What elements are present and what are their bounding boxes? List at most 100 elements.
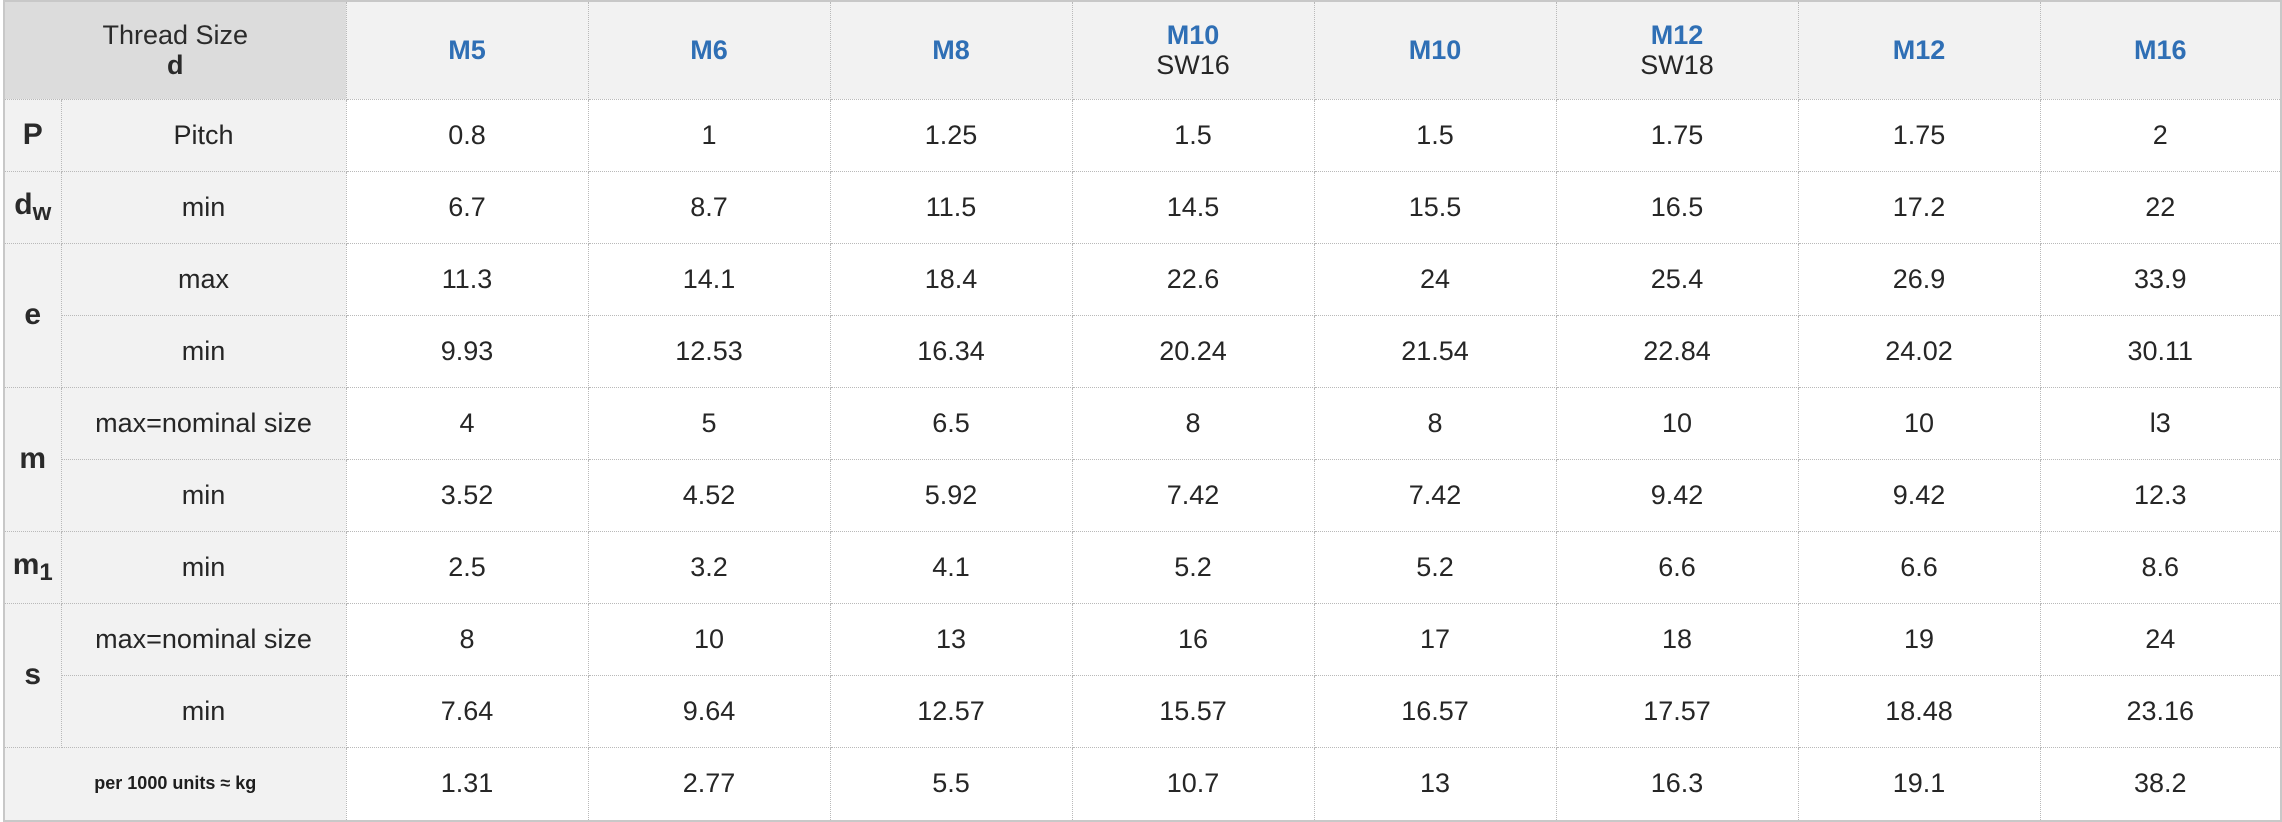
table-cell: 20.24 (1071, 314, 1315, 388)
size-name: M6 (690, 35, 728, 66)
size-name: M8 (932, 35, 970, 66)
table-cell: 19.1 (1797, 746, 2041, 822)
size-header-m5: M5 (345, 0, 589, 100)
size-header-m10: M10 (1313, 0, 1557, 100)
symbol-m: m (3, 386, 62, 532)
table-cell: 2 (2039, 98, 2282, 172)
size-header-m12-sw18: M12 SW18 (1555, 0, 1799, 100)
row-label: min (60, 530, 347, 604)
table-cell: l3 (2039, 386, 2282, 460)
table-cell: 6.6 (1555, 530, 1799, 604)
table-cell: 14.1 (587, 242, 831, 316)
table-cell: 9.42 (1555, 458, 1799, 532)
table-cell: 16.57 (1313, 674, 1557, 748)
size-header-m10-sw16: M10 SW16 (1071, 0, 1315, 100)
table-cell: 3.52 (345, 458, 589, 532)
table-row-pitch: P Pitch 0.8 1 1.25 1.5 1.5 1.75 1.75 2 (3, 98, 2282, 172)
table-row-m-min: min 3.52 4.52 5.92 7.42 7.42 9.42 9.42 1… (4, 458, 2282, 532)
size-name: M5 (448, 35, 486, 66)
table-cell: 25.4 (1555, 242, 1799, 316)
symbol-main: m (12, 547, 40, 581)
symbol-m1: m1 (3, 530, 62, 604)
table-cell: 8.7 (587, 170, 831, 244)
row-label: min (60, 458, 347, 532)
table-cell: 13 (829, 602, 1073, 676)
size-header-m8: M8 (829, 0, 1073, 100)
symbol-subscript: w (32, 198, 52, 226)
table-row-e-max: e max 11.3 14.1 18.4 22.6 24 25.4 26.9 3… (3, 242, 2282, 388)
table-cell: 18 (1555, 602, 1799, 676)
table-cell: 30.11 (2039, 314, 2282, 388)
table-cell: 16 (1071, 602, 1315, 676)
table-cell: 9.64 (587, 674, 831, 748)
table-row-s-min: min 7.64 9.64 12.57 15.57 16.57 17.57 18… (4, 674, 2282, 748)
row-label: min (60, 314, 347, 388)
table-cell: 11.5 (829, 170, 1073, 244)
row-label: min (60, 170, 347, 244)
size-header-m12: M12 (1797, 0, 2041, 100)
table-cell: 10.7 (1071, 746, 1315, 822)
thread-size-label: Thread Size (102, 20, 249, 51)
row-label: min (60, 674, 347, 748)
table-cell: 6.6 (1797, 530, 2041, 604)
table-cell: 4.52 (587, 458, 831, 532)
table-cell: 17.2 (1797, 170, 2041, 244)
size-name: M16 (2134, 35, 2187, 66)
symbol-subscript: 1 (39, 558, 53, 586)
table-cell: 14.5 (1071, 170, 1315, 244)
row-label: Pitch (60, 98, 347, 172)
table-cell: 0.8 (345, 98, 589, 172)
size-name: M12 (1892, 35, 1946, 66)
table-cell: 7.42 (1071, 458, 1315, 532)
table-cell: 11.3 (345, 242, 589, 316)
table-cell: 6.5 (829, 386, 1073, 460)
table-cell: 2.5 (345, 530, 589, 604)
weight-label: per 1000 units ≈ kg (3, 746, 347, 822)
table-cell: 16.3 (1555, 746, 1799, 822)
table-row-m-max: m max=nominal size 4 5 6.5 8 8 10 10 l3 (3, 386, 2282, 532)
size-name: M10 (1408, 35, 1462, 66)
table-cell: 1.75 (1797, 98, 2041, 172)
table-cell: 24 (1313, 242, 1557, 316)
table-cell: 22 (2039, 170, 2282, 244)
table-cell: 1.31 (345, 746, 589, 822)
symbol-s: s (3, 602, 62, 748)
table-cell: 5.2 (1071, 530, 1315, 604)
table-cell: 19 (1797, 602, 2041, 676)
table-cell: 8 (1313, 386, 1557, 460)
size-name: M12 (1650, 20, 1704, 51)
table-cell: 1.25 (829, 98, 1073, 172)
size-header-m6: M6 (587, 0, 831, 100)
table-cell: 2.77 (587, 746, 831, 822)
size-sub: SW18 (1640, 50, 1714, 81)
table-cell: 3.2 (587, 530, 831, 604)
table-cell: 13 (1313, 746, 1557, 822)
table-cell: 5 (587, 386, 831, 460)
size-name: M10 (1166, 20, 1220, 51)
table-cell: 22.6 (1071, 242, 1315, 316)
table-cell: 9.93 (345, 314, 589, 388)
table-cell: 38.2 (2039, 746, 2282, 822)
table-cell: 12.3 (2039, 458, 2282, 532)
table-row-e-min: min 9.93 12.53 16.34 20.24 21.54 22.84 2… (4, 314, 2282, 388)
table-cell: 16.5 (1555, 170, 1799, 244)
table-cell: 12.57 (829, 674, 1073, 748)
table-cell: 1.5 (1071, 98, 1315, 172)
symbol-p: P (3, 98, 62, 172)
table-cell: 12.53 (587, 314, 831, 388)
size-sub: SW16 (1156, 50, 1230, 81)
table-cell: 18.4 (829, 242, 1073, 316)
table-cell: 5.92 (829, 458, 1073, 532)
table-row-m1: m1 min 2.5 3.2 4.1 5.2 5.2 6.6 6.6 8.6 (3, 530, 2282, 604)
table-cell: 26.9 (1797, 242, 2041, 316)
table-cell: 1 (587, 98, 831, 172)
row-label: max (60, 242, 347, 316)
table-cell: 18.48 (1797, 674, 2041, 748)
thread-size-header: Thread Size d (3, 0, 347, 100)
dimension-table: Thread Size d M5 M6 M8 M10 SW16 M10 M12 SW… (3, 0, 2282, 822)
table-cell: 5.5 (829, 746, 1073, 822)
table-cell: 1.75 (1555, 98, 1799, 172)
table-cell: 24.02 (1797, 314, 2041, 388)
dimension-table-container: Thread Size d M5 M6 M8 M10 SW16 M10 M12 SW… (3, 0, 2282, 822)
symbol-main: d (14, 187, 33, 221)
